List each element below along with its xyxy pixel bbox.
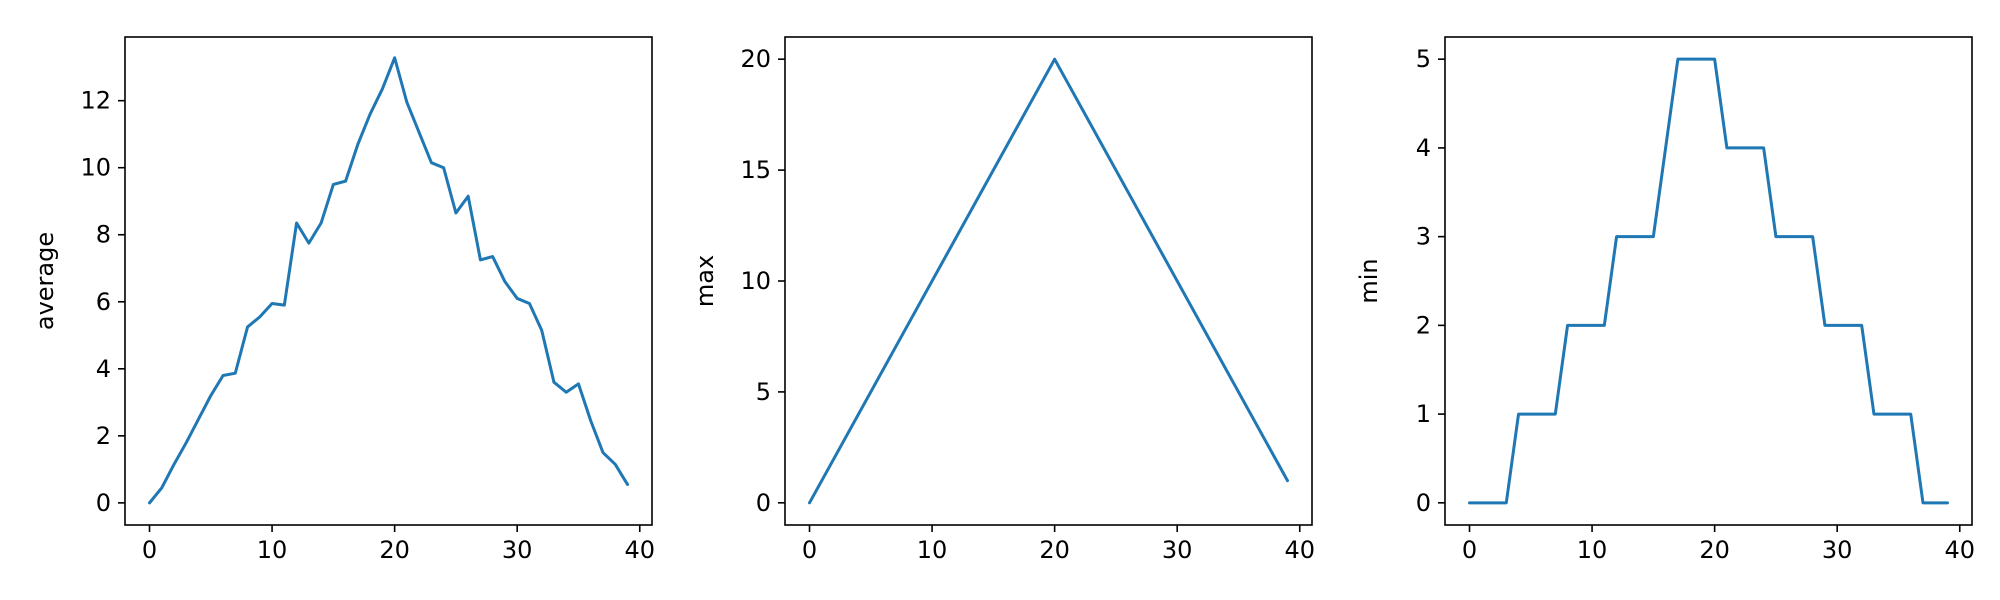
y-ticks: 0 1 2 3 4 5 [1416, 45, 1445, 517]
x-tick-label: 40 [624, 536, 655, 564]
y-tick-label: 0 [96, 489, 111, 517]
y-tick-label: 4 [1416, 134, 1431, 162]
y-tick-label: 3 [1416, 223, 1431, 251]
y-tick-label: 10 [740, 267, 771, 295]
series-line-min [1468, 57, 1949, 505]
x-tick-label: 30 [502, 536, 533, 564]
x-tick-label: 40 [1944, 536, 1975, 564]
y-tick-label: 20 [740, 45, 771, 73]
y-axis-label: min [1355, 258, 1383, 303]
y-tick-label: 2 [1416, 311, 1431, 339]
y-tick-label: 2 [96, 422, 111, 450]
series-line-average [148, 56, 629, 505]
axes-frame [124, 36, 653, 526]
x-tick-label: 10 [917, 536, 948, 564]
x-ticks: 0 10 20 30 40 [802, 525, 1315, 564]
x-tick-label: 40 [1284, 536, 1315, 564]
y-tick-label: 0 [756, 489, 771, 517]
x-ticks: 0 10 20 30 40 [1462, 525, 1975, 564]
x-tick-label: 0 [802, 536, 817, 564]
x-tick-label: 30 [1162, 536, 1193, 564]
y-tick-label: 6 [96, 288, 111, 316]
x-tick-label: 0 [1462, 536, 1477, 564]
y-ticks: 0 5 10 15 20 [740, 45, 785, 517]
x-tick-label: 20 [1039, 536, 1070, 564]
series-line-max [808, 57, 1289, 505]
x-tick-label: 10 [257, 536, 288, 564]
x-tick-label: 30 [1822, 536, 1853, 564]
subplot-min: 0 10 20 30 40 0 1 2 3 4 5 min [1355, 36, 1975, 564]
y-tick-label: 12 [80, 87, 111, 115]
axes-frame [1444, 36, 1973, 526]
subplot-average: 0 10 20 30 40 0 2 4 6 8 10 12 average [31, 36, 655, 564]
x-tick-label: 10 [1577, 536, 1608, 564]
y-tick-label: 4 [96, 355, 111, 383]
y-axis-label: max [691, 255, 719, 307]
y-tick-label: 8 [96, 221, 111, 249]
y-tick-label: 5 [1416, 45, 1431, 73]
y-tick-label: 1 [1416, 400, 1431, 428]
subplot-max: 0 10 20 30 40 0 5 10 15 20 max [691, 36, 1315, 564]
y-ticks: 0 2 4 6 8 10 12 [80, 87, 125, 517]
x-tick-label: 0 [142, 536, 157, 564]
x-tick-label: 20 [1699, 536, 1730, 564]
x-tick-label: 20 [379, 536, 410, 564]
y-tick-label: 15 [740, 156, 771, 184]
y-tick-label: 10 [80, 154, 111, 182]
y-axis-label: average [31, 232, 59, 330]
x-ticks: 0 10 20 30 40 [142, 525, 655, 564]
y-tick-label: 5 [756, 378, 771, 406]
y-tick-label: 0 [1416, 489, 1431, 517]
